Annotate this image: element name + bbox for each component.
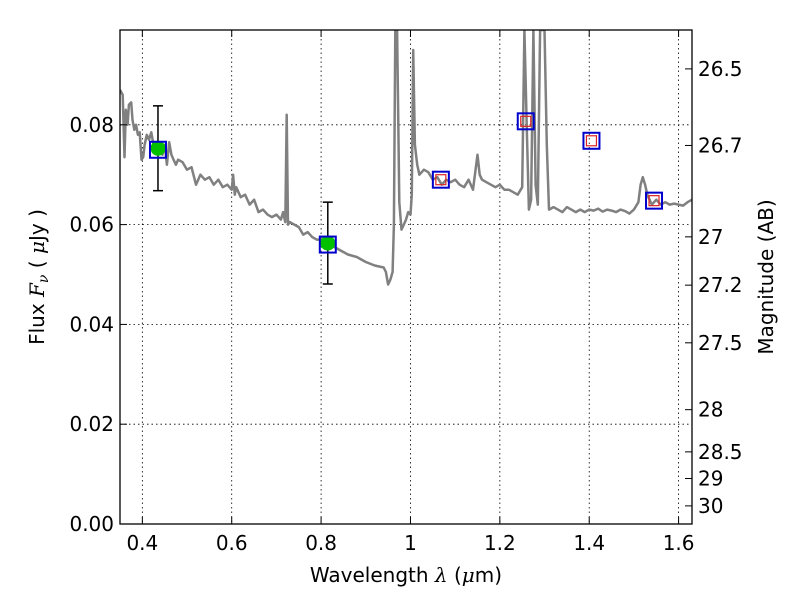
mag-tick-label: 27.5 xyxy=(698,331,743,355)
axis-ticks: 0.4 0.6 0.8 1 1.2 1.4 1.6 0.00 0.02 0.04 0.06 0.08 2… xyxy=(69,30,743,555)
y-tick-label: 0.04 xyxy=(69,312,114,336)
x-tick-label: 0.6 xyxy=(216,531,248,555)
model-flux-marker xyxy=(318,235,337,254)
y2-axis-title: Magnitude (AB) xyxy=(754,199,778,354)
x-axis-title: Wavelength λ (μm) xyxy=(310,563,502,587)
y-tick-label: 0.00 xyxy=(69,512,114,536)
mag-tick-label: 26.5 xyxy=(698,57,743,81)
mag-tick-label: 27.2 xyxy=(698,273,743,297)
mag-tick-label: 27 xyxy=(698,225,723,249)
mag-tick-label: 30 xyxy=(698,494,723,518)
model-flux-marker xyxy=(148,140,167,159)
grid-lines xyxy=(120,30,692,524)
model-flux-marker xyxy=(431,170,450,189)
y-tick-label: 0.06 xyxy=(69,213,114,237)
predicted-flux-marker xyxy=(648,195,660,207)
mag-tick-label: 28 xyxy=(698,398,723,422)
model-flux-marker xyxy=(645,191,664,210)
x-tick-label: 1.4 xyxy=(573,531,605,555)
x-tick-label: 1 xyxy=(404,531,417,555)
model-flux-marker xyxy=(516,112,535,131)
predicted-flux-marker xyxy=(435,174,447,186)
mag-tick-label: 28.5 xyxy=(698,440,743,464)
predicted-flux-marker xyxy=(585,135,598,147)
x-tick-label: 0.4 xyxy=(126,531,158,555)
mag-tick-label: 26.7 xyxy=(698,133,743,157)
y-axis-title: Flux Fν ( μJy ) xyxy=(25,209,52,345)
spectrum-line xyxy=(120,30,692,286)
x-tick-label: 0.8 xyxy=(305,531,337,555)
photometry-point xyxy=(150,140,166,156)
predicted-flux-marker xyxy=(520,115,532,127)
model-flux-marker xyxy=(582,131,601,150)
plot-area xyxy=(120,30,692,286)
x-tick-label: 1.2 xyxy=(484,531,516,555)
mag-tick-label: 29 xyxy=(698,466,723,490)
x-tick-label: 1.6 xyxy=(663,531,695,555)
photometry-point xyxy=(320,235,336,251)
plot-frame xyxy=(119,29,693,525)
y-tick-label: 0.08 xyxy=(69,113,114,137)
y-tick-label: 0.02 xyxy=(69,412,114,436)
